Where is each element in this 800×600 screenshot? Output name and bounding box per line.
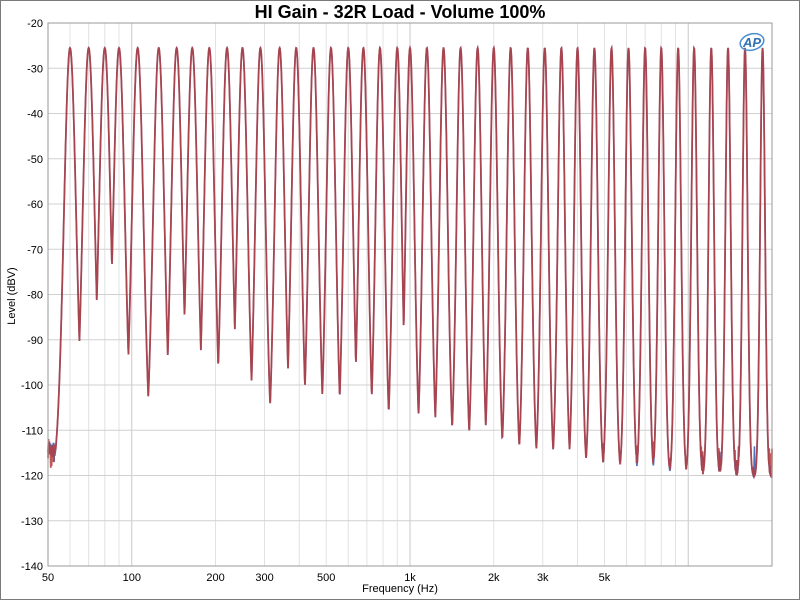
y-tick-label: -20	[27, 18, 43, 30]
chart-title: HI Gain - 32R Load - Volume 100%	[254, 2, 546, 22]
x-tick-label: 2k	[488, 572, 500, 584]
y-tick-label: -70	[27, 244, 43, 256]
x-tick-label: 1k	[404, 572, 416, 584]
plot-area	[47, 44, 773, 480]
x-tick-label: 200	[206, 572, 224, 584]
x-tick-label: 300	[255, 572, 273, 584]
logo-text: AP	[742, 35, 761, 50]
series-line	[47, 44, 773, 479]
y-tick-label: -30	[27, 63, 43, 75]
ap-logo-icon: AP	[739, 32, 765, 52]
x-tick-label: 100	[123, 572, 141, 584]
x-tick-label: 500	[317, 572, 335, 584]
x-tick-label: 5k	[599, 572, 611, 584]
y-tick-label: -40	[27, 109, 43, 121]
y-tick-label: -140	[21, 561, 43, 573]
y-tick-label: -120	[21, 471, 43, 483]
tick-labels: -20 -30 -40 -50 -60 -70 -80 -90 -100 -110 -120 -130…	[21, 18, 611, 584]
plot-border	[47, 22, 773, 567]
y-tick-label: -90	[27, 335, 43, 347]
y-tick-label: -80	[27, 290, 43, 302]
y-tick-label: -100	[21, 380, 43, 392]
x-tick-label: 50	[42, 572, 54, 584]
y-tick-label: -110	[22, 425, 43, 437]
y-tick-label: -130	[21, 516, 43, 528]
y-tick-label: -60	[27, 199, 43, 211]
x-tick-label: 3k	[537, 572, 549, 584]
y-tick-label: -50	[27, 154, 43, 166]
x-axis-label: Frequency (Hz)	[362, 583, 438, 595]
